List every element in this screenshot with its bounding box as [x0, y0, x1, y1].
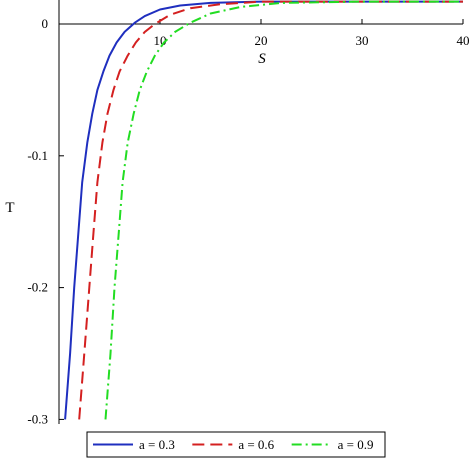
- y-tick-label: 0: [42, 16, 49, 31]
- legend-label-1: a = 0.3: [139, 437, 175, 452]
- series-lines: [64, 0, 463, 420]
- series-line-3: [104, 0, 463, 420]
- series-line-2: [78, 0, 463, 420]
- y-tick-label: -0.1: [27, 148, 48, 163]
- x-axis: 10 20 30 40 S: [59, 19, 470, 67]
- x-tick-label: 40: [457, 33, 470, 48]
- legend-label-3: a = 0.9: [338, 437, 374, 452]
- y-tick-label: -0.3: [27, 411, 48, 426]
- x-tick-label: 10: [154, 33, 167, 48]
- series-line-1: [64, 0, 463, 420]
- legend: a = 0.3 a = 0.6 a = 0.9: [86, 431, 386, 458]
- x-tick-label: 30: [356, 33, 369, 48]
- legend-box: [86, 431, 386, 458]
- x-axis-title: S: [258, 51, 266, 67]
- y-axis-title: T: [5, 200, 14, 216]
- x-tick-label: 20: [255, 33, 268, 48]
- y-tick-label: -0.2: [27, 280, 48, 295]
- legend-label-2: a = 0.6: [238, 437, 274, 452]
- y-axis: 0 -0.1 -0.2 -0.3 T: [5, 0, 64, 426]
